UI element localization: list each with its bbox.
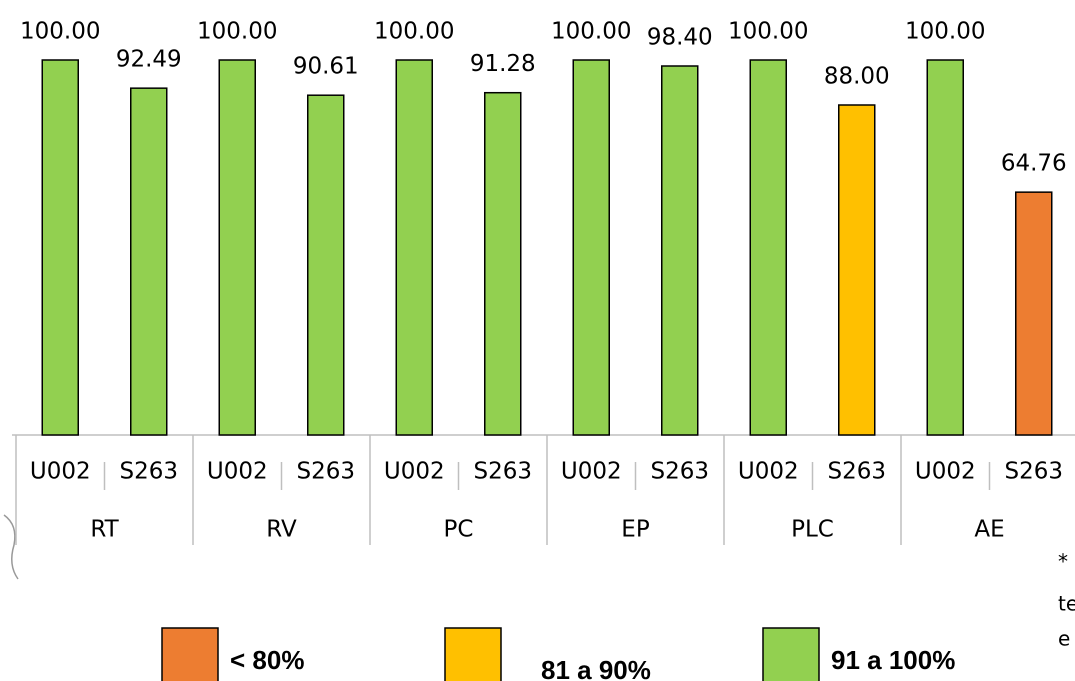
legend-label: 91 a 100% <box>831 645 955 675</box>
data-label: 88.00 <box>824 64 890 90</box>
bar <box>131 88 167 435</box>
group-label: RT <box>90 517 119 543</box>
data-label: 100.00 <box>728 19 808 45</box>
note: te <box>1058 592 1075 616</box>
group-label: EP <box>621 517 650 543</box>
x-tick-label: U002 <box>207 459 268 485</box>
bar <box>662 66 698 435</box>
data-label: 100.00 <box>197 19 277 45</box>
x-tick-label: U002 <box>30 459 91 485</box>
legend-label: 81 a 90% <box>541 655 651 681</box>
note: e <box>1058 627 1070 651</box>
x-tick-label: U002 <box>738 459 799 485</box>
legend-swatch <box>162 628 218 681</box>
legend-swatch <box>445 628 501 681</box>
legend-swatch <box>763 628 819 681</box>
bar <box>42 60 78 435</box>
x-tick-label: S263 <box>651 459 710 485</box>
bar <box>1016 192 1052 435</box>
legend-label: < 80% <box>230 645 304 675</box>
bar <box>485 93 521 435</box>
bar <box>219 60 255 435</box>
group-label: RV <box>266 517 297 543</box>
data-label: 91.28 <box>470 51 536 77</box>
x-tick-label: U002 <box>915 459 976 485</box>
x-tick-label: S263 <box>1005 459 1064 485</box>
x-tick-label: S263 <box>828 459 887 485</box>
data-label: 100.00 <box>551 19 631 45</box>
group-label: AE <box>974 517 1004 543</box>
bar <box>927 60 963 435</box>
x-tick-label: U002 <box>384 459 445 485</box>
data-label: 98.40 <box>647 25 713 51</box>
note: * <box>1058 550 1068 574</box>
bar <box>750 60 786 435</box>
bar <box>573 60 609 435</box>
bar <box>839 105 875 435</box>
data-label: 100.00 <box>374 19 454 45</box>
data-label: 90.61 <box>293 54 359 80</box>
data-label: 100.00 <box>905 19 985 45</box>
chart: RT 100.00 U002 92.49 S263 RV 100.00 U002 90.61 S2… <box>0 0 1075 681</box>
x-tick-label: S263 <box>120 459 179 485</box>
x-tick-label: S263 <box>474 459 533 485</box>
data-label: 64.76 <box>1001 151 1067 177</box>
data-label: 92.49 <box>116 47 182 73</box>
x-tick-label: U002 <box>561 459 622 485</box>
bar <box>396 60 432 435</box>
data-label: 100.00 <box>20 19 100 45</box>
group-label: PC <box>444 517 474 543</box>
group-label: PLC <box>791 517 834 543</box>
bar <box>308 95 344 435</box>
x-tick-label: S263 <box>297 459 356 485</box>
